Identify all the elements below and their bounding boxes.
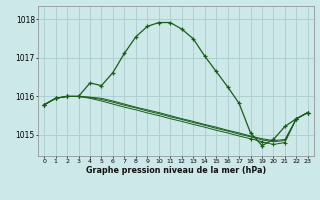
X-axis label: Graphe pression niveau de la mer (hPa): Graphe pression niveau de la mer (hPa) bbox=[86, 166, 266, 175]
